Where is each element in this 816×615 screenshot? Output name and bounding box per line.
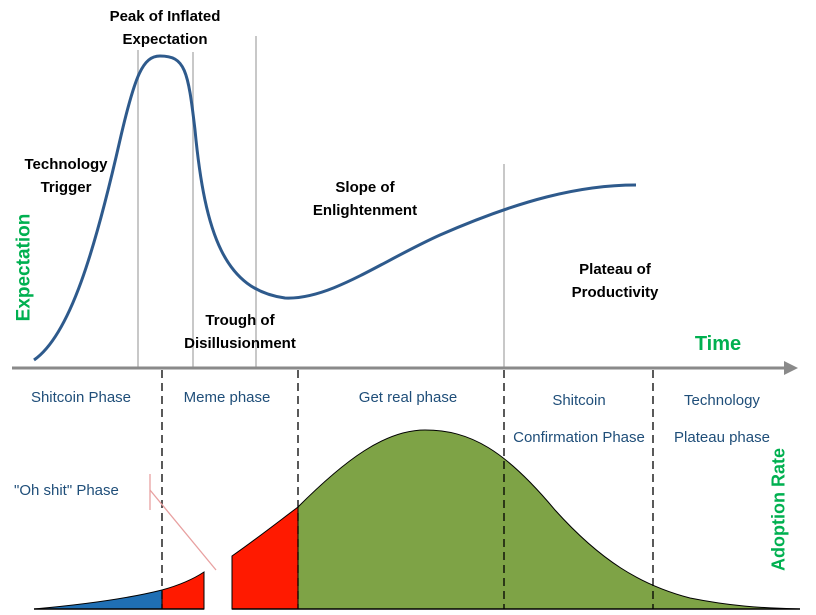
- confirmation-phase-label: Shitcoin Confirmation Phase: [505, 382, 653, 456]
- slope-label: Slope of Enlightenment: [290, 176, 440, 222]
- slope-label-line1: Slope of: [335, 179, 395, 196]
- adoption-curve-left-outline: [33, 589, 163, 610]
- technology-trigger-line2: Trigger: [40, 179, 92, 196]
- technology-plateau-line2: Plateau phase: [674, 429, 770, 446]
- hype-curve: [33, 54, 637, 362]
- plateau-label-line2: Productivity: [571, 284, 659, 301]
- adoption-green-region: [297, 429, 801, 610]
- shitcoin-phase-label: Shitcoin Phase: [30, 389, 132, 406]
- oh-shit-phase-label: "Oh shit" Phase: [14, 482, 119, 499]
- trough-label-line2: Disillusionment: [184, 335, 296, 352]
- technology-plateau-phase-label: Technology Plateau phase: [655, 382, 789, 456]
- peak-label: Peak of Inflated Expectation: [90, 5, 240, 51]
- technology-trigger-line1: Technology: [24, 156, 108, 173]
- meme-phase-label: Meme phase: [183, 389, 271, 406]
- slope-label-line2: Enlightenment: [312, 202, 418, 219]
- confirmation-phase-line1: Shitcoin: [552, 392, 606, 409]
- adoption-red-region-right: [231, 505, 299, 610]
- technology-plateau-line1: Technology: [684, 392, 760, 409]
- peak-label-line2: Expectation: [122, 31, 208, 48]
- trough-label-line1: Trough of: [205, 312, 275, 329]
- adoption-rate-axis-label: Adoption Rate: [768, 448, 789, 571]
- adoption-red-region-left: [161, 571, 205, 610]
- confirmation-phase-line2: Confirmation Phase: [513, 429, 645, 446]
- time-axis-label: Time: [694, 333, 742, 355]
- oh-shit-pointer-line: [149, 489, 217, 571]
- trough-label: Trough of Disillusionment: [170, 309, 310, 355]
- time-axis-arrowhead: [784, 361, 798, 375]
- plateau-label: Plateau of Productivity: [545, 258, 685, 304]
- expectation-axis-label: Expectation: [13, 213, 35, 322]
- technology-trigger-label: Technology Trigger: [6, 153, 126, 199]
- adoption-blue-region: [34, 590, 162, 609]
- plateau-label-line1: Plateau of: [579, 261, 651, 278]
- get-real-phase-label: Get real phase: [358, 389, 458, 406]
- peak-label-line1: Peak of Inflated: [109, 8, 221, 25]
